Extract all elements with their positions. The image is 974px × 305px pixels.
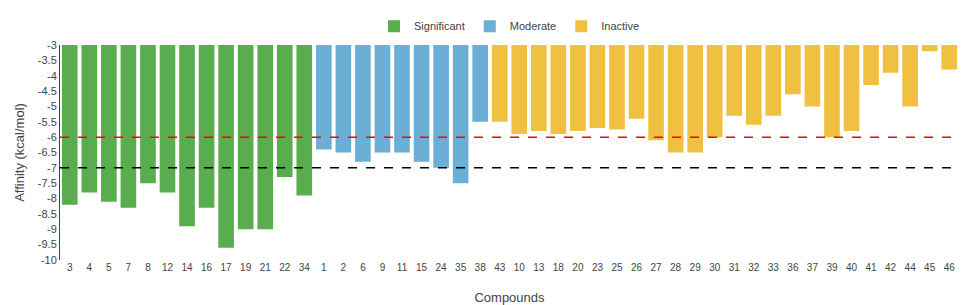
svg-text:-6.5: -6.5: [38, 146, 57, 158]
svg-text:6: 6: [360, 262, 366, 273]
svg-text:25: 25: [611, 262, 623, 273]
svg-text:43: 43: [494, 262, 506, 273]
svg-text:7: 7: [126, 262, 132, 273]
svg-text:31: 31: [729, 262, 741, 273]
svg-text:46: 46: [944, 262, 956, 273]
svg-text:23: 23: [592, 262, 604, 273]
svg-text:Moderate: Moderate: [510, 20, 556, 32]
svg-text:38: 38: [475, 262, 487, 273]
svg-text:14: 14: [181, 262, 193, 273]
svg-text:11: 11: [397, 262, 408, 273]
svg-text:Inactive: Inactive: [601, 20, 639, 32]
svg-text:-9: -9: [47, 223, 57, 235]
svg-text:29: 29: [690, 262, 702, 273]
svg-text:-4.5: -4.5: [38, 85, 57, 97]
svg-text:Compounds: Compounds: [474, 290, 545, 305]
svg-text:Significant: Significant: [414, 20, 465, 32]
svg-text:16: 16: [201, 262, 213, 273]
svg-text:28: 28: [670, 262, 682, 273]
svg-text:9: 9: [380, 262, 386, 273]
svg-text:-4: -4: [47, 70, 57, 82]
svg-text:8: 8: [145, 262, 151, 273]
svg-text:-5: -5: [47, 100, 57, 112]
svg-text:-6: -6: [47, 131, 57, 143]
svg-text:37: 37: [807, 262, 819, 273]
svg-text:26: 26: [631, 262, 643, 273]
svg-text:21: 21: [260, 262, 272, 273]
svg-text:-3.5: -3.5: [38, 54, 57, 66]
svg-text:44: 44: [905, 262, 917, 273]
svg-text:-9.5: -9.5: [38, 238, 57, 250]
svg-text:30: 30: [709, 262, 721, 273]
svg-text:32: 32: [748, 262, 760, 273]
svg-text:-10: -10: [41, 254, 57, 266]
svg-text:41: 41: [865, 262, 877, 273]
svg-text:27: 27: [651, 262, 663, 273]
svg-text:-5.5: -5.5: [38, 116, 57, 128]
svg-text:39: 39: [826, 262, 838, 273]
svg-text:-7: -7: [47, 162, 57, 174]
svg-text:34: 34: [299, 262, 311, 273]
svg-text:4: 4: [87, 262, 93, 273]
svg-text:45: 45: [924, 262, 936, 273]
svg-text:-8.5: -8.5: [38, 208, 57, 220]
svg-text:2: 2: [341, 262, 347, 273]
svg-text:18: 18: [553, 262, 565, 273]
svg-text:-8: -8: [47, 192, 57, 204]
svg-text:33: 33: [768, 262, 780, 273]
svg-text:40: 40: [846, 262, 858, 273]
svg-text:3: 3: [67, 262, 73, 273]
svg-text:17: 17: [221, 262, 233, 273]
svg-text:20: 20: [572, 262, 584, 273]
svg-text:24: 24: [436, 262, 448, 273]
svg-text:Affinity (kcal/mol): Affinity (kcal/mol): [12, 103, 27, 202]
svg-text:12: 12: [162, 262, 174, 273]
svg-text:-7.5: -7.5: [38, 177, 57, 189]
svg-text:5: 5: [106, 262, 112, 273]
svg-text:10: 10: [514, 262, 526, 273]
svg-text:15: 15: [416, 262, 428, 273]
svg-text:36: 36: [787, 262, 799, 273]
svg-text:-3: -3: [47, 39, 57, 51]
svg-text:42: 42: [885, 262, 897, 273]
svg-text:13: 13: [533, 262, 545, 273]
svg-text:1: 1: [321, 262, 327, 273]
svg-text:35: 35: [455, 262, 467, 273]
svg-text:19: 19: [240, 262, 252, 273]
svg-text:22: 22: [279, 262, 291, 273]
